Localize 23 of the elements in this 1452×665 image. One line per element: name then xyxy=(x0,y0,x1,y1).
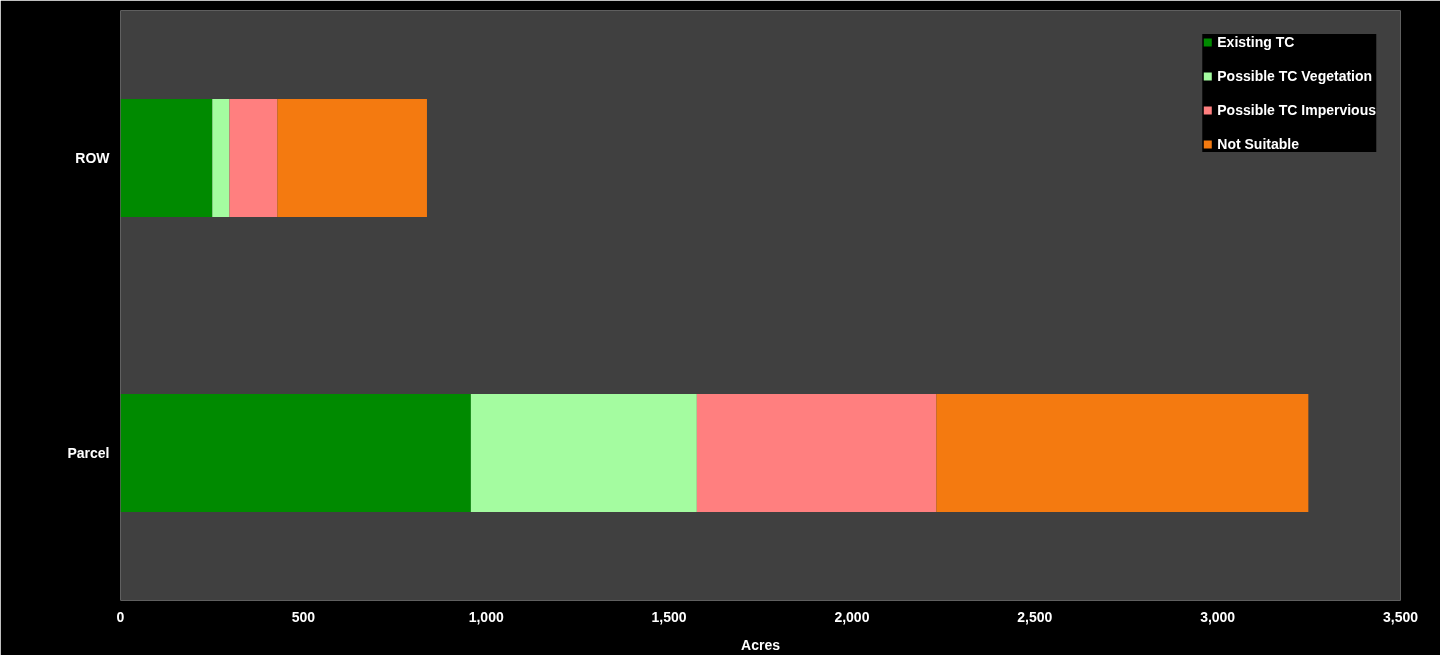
bar xyxy=(120,394,471,512)
bar xyxy=(212,99,230,217)
bar xyxy=(470,394,697,512)
bar xyxy=(277,99,427,217)
x-tick-label: 3,500 xyxy=(1382,608,1419,625)
legend-label: Existing TC xyxy=(1217,34,1295,50)
legend-label: Possible TC Vegetation xyxy=(1217,68,1373,84)
bar xyxy=(696,394,937,512)
x-tick-label: 500 xyxy=(291,608,316,625)
x-tick-label: 2,500 xyxy=(1017,608,1053,625)
bar xyxy=(120,99,213,217)
x-tick-label: 2,000 xyxy=(834,608,870,625)
bar xyxy=(936,394,1309,512)
legend-label: Possible TC Impervious xyxy=(1217,102,1376,118)
y-tick-label: Parcel xyxy=(67,445,110,461)
y-tick-label: ROW xyxy=(75,150,111,166)
x-tick-label: 1,500 xyxy=(651,608,687,625)
legend-label: Not Suitable xyxy=(1217,136,1299,152)
x-tick-label: 1,000 xyxy=(468,608,504,625)
x-tick-label: 3,000 xyxy=(1200,608,1236,625)
x-axis-title: Acres xyxy=(741,636,781,653)
x-tick-label: 0 xyxy=(116,608,125,625)
bar xyxy=(229,99,278,217)
